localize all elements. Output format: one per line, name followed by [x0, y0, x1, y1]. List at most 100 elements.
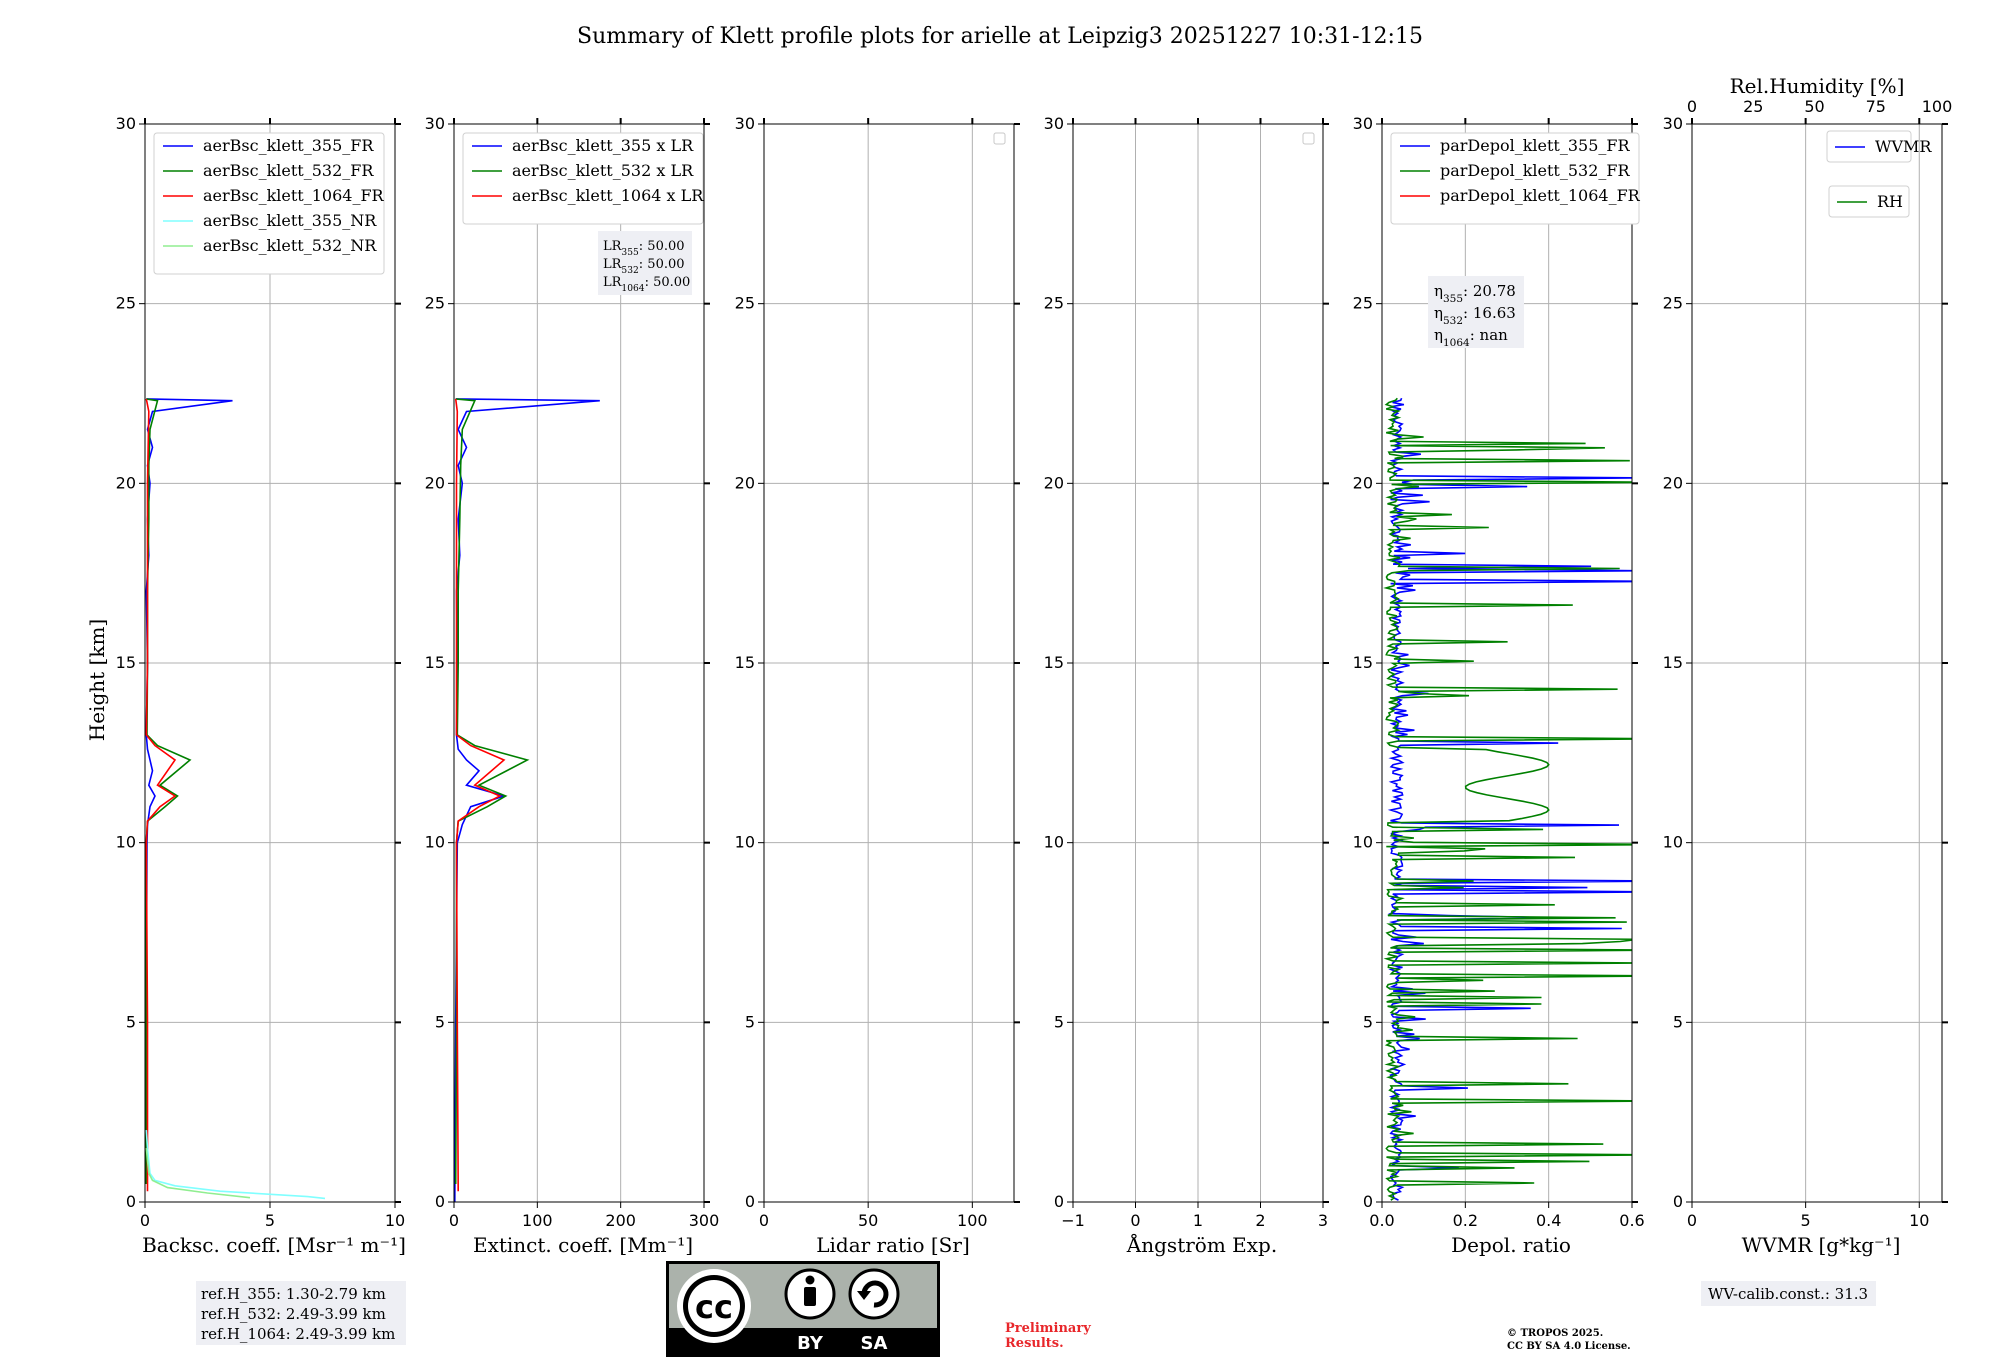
eta-text: η532: 16.63 — [1434, 304, 1516, 327]
x-tick-label: 5 — [265, 1211, 275, 1230]
y-tick-label: 0 — [1363, 1192, 1373, 1211]
x-tick-label: 0.4 — [1536, 1211, 1561, 1230]
y-tick-label: 20 — [425, 473, 445, 492]
legend-box — [462, 132, 704, 225]
y-tick-label: 25 — [116, 294, 136, 313]
x-tick-label: 10 — [1909, 1211, 1929, 1230]
sa-share-icon — [848, 1268, 900, 1320]
x-tick-label: 0.6 — [1619, 1211, 1644, 1230]
empty-legend-box — [1302, 132, 1315, 145]
y-tick-label: 5 — [435, 1012, 445, 1031]
y-tick-label: 15 — [735, 653, 755, 672]
y-tick-label: 0 — [745, 1192, 755, 1211]
empty-legend-box — [993, 132, 1006, 145]
copyright-line-1: © TROPOS 2025. — [1507, 1328, 1603, 1339]
legend-label: WVMR — [1875, 137, 1932, 156]
lidar-ratio-text: LR1064: 50.00 — [603, 275, 690, 294]
wv-calib-const: WV-calib.const.: 31.3 — [1708, 1285, 1868, 1303]
panel-1: 0 5 10 0 5 10 15 20 25 30 Backsc. coeff. [Msr⁻¹ m⁻… — [116, 114, 406, 1257]
x-tick-label: 0.0 — [1369, 1211, 1394, 1230]
legend-box — [153, 132, 385, 275]
y-tick-label: 5 — [1363, 1012, 1373, 1031]
y-tick-label: 25 — [1044, 294, 1064, 313]
legend-box — [1826, 130, 1912, 163]
x-axis-label: Extinct. coeff. [Mm⁻¹] — [473, 1233, 693, 1257]
x-tick-label: 5 — [1801, 1211, 1811, 1230]
legend-label: aerBsc_klett_355 x LR — [512, 136, 694, 155]
x-tick-label: 300 — [689, 1211, 720, 1230]
x-tick-label: 0 — [1130, 1211, 1140, 1230]
x2-tick-label: 0 — [1687, 97, 1697, 116]
panel-2: 0 100 200 300 0 5 10 15 20 25 30 Extinct. coeff. [M… — [425, 114, 720, 1257]
x-tick-label: 0 — [449, 1211, 459, 1230]
series-line-aerBsc_klett_532_NR — [145, 1148, 251, 1199]
series-line-aerBsc_klett_532 x LR — [454, 398, 530, 1185]
y-tick-label: 25 — [425, 294, 445, 313]
series-line-aerBsc_klett_1064 x LR — [454, 398, 506, 1192]
x2-tick-label: 25 — [1743, 97, 1763, 116]
ref-h-532: ref.H_532: 2.49-3.99 km — [201, 1305, 386, 1323]
y-tick-label: 30 — [1353, 114, 1373, 133]
x-axis-label: Backsc. coeff. [Msr⁻¹ m⁻¹] — [142, 1233, 406, 1257]
x-tick-label: 0 — [1687, 1211, 1697, 1230]
copyright-line-2: CC BY SA 4.0 License. — [1507, 1341, 1631, 1352]
lidar-ratio-box — [598, 231, 692, 295]
y-tick-label: 15 — [1353, 653, 1373, 672]
x-tick-label: 0 — [140, 1211, 150, 1230]
y-tick-label: 20 — [1044, 473, 1064, 492]
y-tick-label: 25 — [1663, 294, 1683, 313]
y-tick-label: 30 — [1044, 114, 1064, 133]
series-line-aerBsc_klett_355 x LR — [454, 398, 600, 1202]
y-tick-label: 30 — [425, 114, 445, 133]
plot-area — [1383, 397, 1632, 1201]
series-line-parDepol_klett_355_FR — [1387, 397, 1632, 1201]
x-axis-label: Ångström Exp. — [1126, 1232, 1277, 1257]
legend-label: aerBsc_klett_1064_FR — [203, 186, 385, 205]
legend-label: aerBsc_klett_1064 x LR — [512, 186, 704, 205]
legend-label: RH — [1877, 192, 1903, 211]
y-tick-label: 15 — [116, 653, 136, 672]
y-tick-label: 10 — [735, 833, 755, 852]
x-tick-label: 2 — [1255, 1211, 1265, 1230]
x-tick-label: −1 — [1061, 1211, 1085, 1230]
y-tick-label: 5 — [1054, 1012, 1064, 1031]
plot-area — [145, 398, 326, 1200]
legend-label: aerBsc_klett_532 x LR — [512, 161, 694, 180]
legend-box — [1828, 185, 1910, 218]
y-tick-label: 20 — [116, 473, 136, 492]
y-tick-label: 10 — [425, 833, 445, 852]
series-line-aerBsc_klett_355_NR — [145, 1130, 326, 1200]
y-tick-label: 0 — [1054, 1192, 1064, 1211]
wv-calib-box: WV-calib.const.: 31.3 — [1701, 1281, 1876, 1306]
x2-axis-label: Rel.Humidity [%] — [1730, 74, 1905, 98]
y-tick-label: 5 — [745, 1012, 755, 1031]
x-tick-label: 50 — [858, 1211, 878, 1230]
legend-label: parDepol_klett_532_FR — [1440, 161, 1631, 180]
preliminary-line-2: Results. — [1005, 1336, 1064, 1351]
ref-h-1064: ref.H_1064: 2.49-3.99 km — [201, 1325, 395, 1343]
y-tick-label: 10 — [1044, 833, 1064, 852]
y-tick-label: 25 — [1353, 294, 1373, 313]
eta-text: η355: 20.78 — [1434, 282, 1516, 305]
x-tick-label: 200 — [605, 1211, 636, 1230]
y-tick-label: 20 — [735, 473, 755, 492]
y-tick-label: 25 — [735, 294, 755, 313]
series-line-aerBsc_klett_355_FR — [145, 398, 233, 1184]
plot-area — [454, 398, 600, 1202]
x-axis-label: WVMR [g*kg⁻¹] — [1742, 1233, 1901, 1257]
y-tick-label: 0 — [126, 1192, 136, 1211]
y-tick-label: 30 — [116, 114, 136, 133]
x-tick-label: 0.2 — [1453, 1211, 1478, 1230]
y-tick-label: 15 — [425, 653, 445, 672]
y-tick-label: 20 — [1353, 473, 1373, 492]
cc-logo-text: cc — [695, 1288, 733, 1326]
y-tick-label: 30 — [735, 114, 755, 133]
y-tick-label: 5 — [126, 1012, 136, 1031]
cc-sa-label: SA — [861, 1333, 888, 1354]
panel-5: 0.0 0.2 0.4 0.6 0 5 10 15 20 25 30 Depol. ratio parD… — [1353, 114, 1645, 1257]
x2-tick-label: 75 — [1866, 97, 1886, 116]
panel-3: 0 50 100 0 5 10 15 20 25 30 Lidar ratio [Sr] — [735, 114, 1020, 1257]
x-tick-label: 100 — [522, 1211, 553, 1230]
y-tick-label: 5 — [1673, 1012, 1683, 1031]
